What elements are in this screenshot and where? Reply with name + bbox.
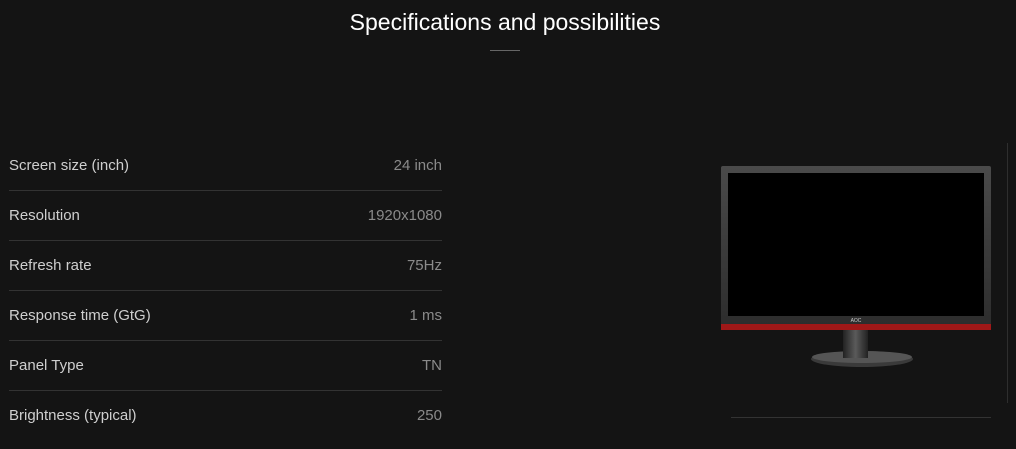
spec-table: Screen size (inch) 24 inch Resolution 1920… — [9, 141, 442, 440]
monitor-product-image: AOC — [721, 166, 991, 367]
spec-value: 75Hz — [406, 257, 442, 274]
brand-logo: AOC — [851, 318, 862, 324]
spec-label: Panel Type — [9, 357, 84, 374]
image-divider — [731, 417, 991, 418]
spec-value: 24 inch — [393, 157, 442, 174]
spec-row: Brightness (typical) 250 — [9, 391, 442, 440]
spec-value: 1 ms — [409, 307, 442, 324]
scrollbar-track[interactable] — [1007, 143, 1008, 403]
spec-label: Brightness (typical) — [9, 407, 137, 424]
spec-label: Refresh rate — [9, 257, 92, 274]
spec-row: Refresh rate 75Hz — [9, 241, 442, 291]
spec-label: Screen size (inch) — [9, 157, 130, 174]
spec-value: 1920x1080 — [367, 207, 442, 224]
spec-row: Response time (GtG) 1 ms — [9, 291, 442, 341]
spec-row: Screen size (inch) 24 inch — [9, 141, 442, 191]
spec-label: Response time (GtG) — [9, 307, 151, 324]
spec-row: Resolution 1920x1080 — [9, 191, 442, 241]
spec-value: TN — [422, 357, 442, 374]
spec-value: 250 — [416, 407, 442, 424]
title-divider — [490, 50, 520, 51]
spec-row: Panel Type TN — [9, 341, 442, 391]
spec-label: Resolution — [9, 207, 80, 224]
page-title: Specifications and possibilities — [349, 9, 661, 35]
